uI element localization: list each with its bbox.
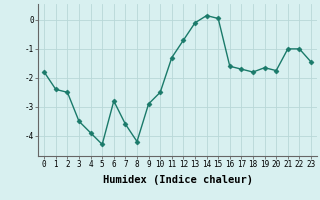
X-axis label: Humidex (Indice chaleur): Humidex (Indice chaleur) [103,175,252,185]
